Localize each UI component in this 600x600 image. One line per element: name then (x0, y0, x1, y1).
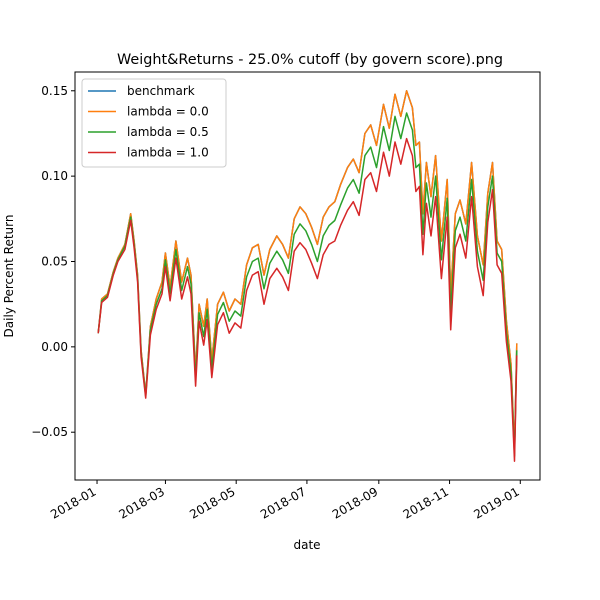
series-line-3 (97, 137, 518, 462)
y-axis-label: Daily Percent Return (2, 215, 16, 338)
y-tick-label: −0.05 (31, 425, 68, 439)
y-tick-label: 0.00 (41, 340, 68, 354)
legend-label-0: benchmark (127, 84, 195, 98)
chart-title: Weight&Returns - 25.0% cutoff (by govern… (117, 52, 503, 68)
plot-frame (74, 71, 541, 481)
y-tick-label: 0.05 (41, 254, 68, 268)
legend-box (81, 78, 227, 168)
series-layer (97, 90, 518, 462)
series-line-1 (97, 90, 518, 451)
legend-label-1: lambda = 0.0 (127, 105, 209, 119)
y-axis: −0.05 0.00 0.05 0.10 0.15 (31, 84, 75, 439)
y-tick-label: 0.10 (41, 169, 68, 183)
legend: benchmark lambda = 0.0 lambda = 0.5 lambda … (81, 78, 227, 168)
legend-label-3: lambda = 1.0 (127, 146, 209, 160)
legend-label-2: lambda = 0.5 (127, 125, 209, 139)
y-tick-label: 0.15 (41, 84, 68, 98)
x-axis-label: date (293, 538, 320, 552)
